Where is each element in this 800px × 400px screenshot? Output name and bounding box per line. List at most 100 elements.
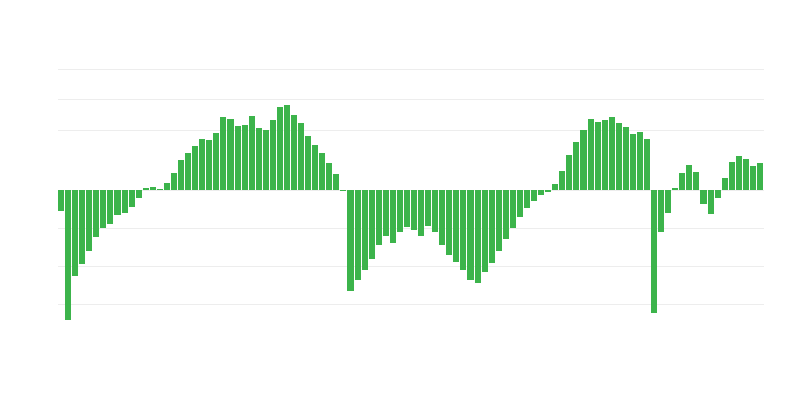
histogram-bar [269,119,276,190]
histogram-bar [163,182,170,190]
histogram-bar [213,132,220,190]
histogram-bar [199,138,206,190]
histogram-bar [615,123,622,190]
histogram-bar [707,190,714,215]
histogram-bar [290,115,298,190]
histogram-bar [396,190,403,232]
histogram-bar [756,162,763,190]
histogram-bar [502,190,509,239]
histogram-bar [283,105,290,190]
histogram-bar [721,177,728,190]
histogram-bar [686,164,693,190]
histogram-bar [333,174,340,190]
histogram-bar [382,190,389,236]
histogram-bar [601,119,608,190]
histogram-bar [580,129,587,190]
histogram-bar [411,190,418,230]
histogram-bar [319,152,326,190]
histogram-bar [156,188,163,190]
histogram-bar [672,187,679,190]
histogram-bar [361,190,368,271]
histogram-bar [58,190,65,212]
histogram-bar [749,165,756,190]
histogram-bar [566,154,573,190]
histogram-bar [651,190,658,314]
histogram-bar [107,190,114,224]
histogram-bar [178,159,185,190]
histogram-bar [587,118,594,190]
histogram-bar [149,186,156,190]
histogram-bar [439,190,446,245]
histogram-bar [248,116,255,190]
histogram-bar [340,190,347,191]
histogram-bar [665,190,672,213]
histogram-bar [135,190,142,198]
histogram-bar [375,190,382,245]
histogram-bar [425,190,432,226]
histogram-bar [298,123,305,190]
histogram-bar [65,190,72,320]
histogram-bar [206,140,213,190]
histogram-bar [142,188,149,190]
histogram-bar [495,190,502,251]
histogram-bar [594,122,601,190]
histogram-bar [460,190,467,271]
histogram-bar [79,190,86,264]
histogram-bar [552,183,559,190]
histogram-bar [531,190,538,201]
histogram-bar [347,190,354,291]
histogram-bar [418,190,425,236]
histogram-bar [114,190,121,216]
histogram-bar [72,190,79,277]
histogram-bar [636,131,643,190]
histogram-bar [467,190,474,280]
histogram-bar [735,156,742,190]
histogram-bar [643,139,651,190]
histogram-bar [629,134,636,190]
histogram-bar [128,190,135,207]
histogram-bar [488,190,495,264]
histogram-bar [516,190,523,218]
histogram-bar [241,124,248,190]
histogram-bar [559,170,566,190]
histogram-bar [622,127,629,190]
histogram-bar [693,171,700,190]
histogram-bar [545,190,552,193]
histogram-bar [742,158,749,190]
histogram-bar [305,135,312,190]
histogram-bar [276,106,283,190]
histogram-bar [192,146,199,190]
histogram-bar [255,128,262,190]
histogram-bar [86,190,93,251]
histogram-bar [658,190,665,232]
histogram-bar [389,190,396,244]
histogram-bar [700,190,707,204]
histogram-bar [714,190,721,198]
histogram-bar [312,145,319,190]
histogram-bar [474,190,481,283]
histogram-bar [481,190,488,273]
histogram-bar [170,173,178,190]
histogram-bar [185,152,192,190]
histogram-bar [509,190,516,229]
histogram-bar [608,117,615,190]
histogram-bar [354,190,361,280]
histogram-bar [220,117,227,190]
histogram-bar [121,190,128,213]
histogram-bar [326,162,333,190]
histogram-bar [573,141,580,190]
histogram-bar [227,118,234,190]
histogram-bar [368,190,375,259]
histogram-bar [523,190,531,209]
histogram-bar [403,190,410,227]
histogram-bar [100,190,107,229]
histogram-bar [234,126,241,190]
histogram-bar [728,162,735,190]
histogram-bar [453,190,460,263]
histogram-bar [432,190,439,232]
histogram-bar [93,190,100,238]
histogram-bar [446,190,453,255]
histogram-bar [262,129,269,190]
